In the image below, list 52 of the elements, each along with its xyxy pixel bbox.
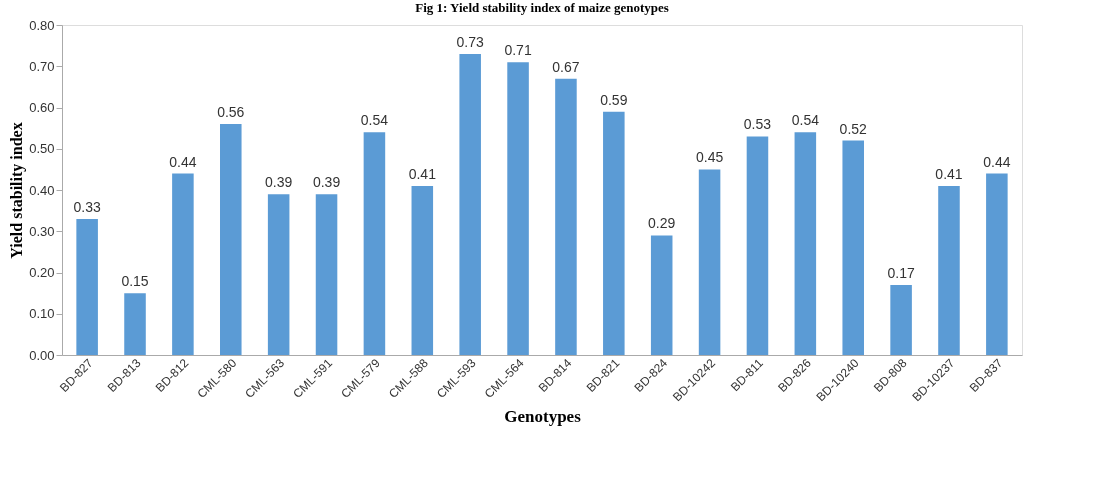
data-label: 0.39 <box>312 174 341 191</box>
bar <box>507 62 529 355</box>
bar <box>890 284 912 355</box>
bar <box>555 78 577 355</box>
bar <box>938 185 960 355</box>
bar <box>76 218 98 355</box>
data-label: 0.53 <box>743 116 772 133</box>
data-label: 0.71 <box>504 42 532 59</box>
data-label: 0.15 <box>121 273 149 290</box>
bar <box>842 140 864 355</box>
data-label: 0.54 <box>360 112 389 129</box>
y-tick-label: 0.20 <box>29 265 55 280</box>
data-label: 0.59 <box>600 91 628 108</box>
y-tick-label: 0.10 <box>29 306 55 322</box>
data-label: 0.45 <box>695 149 724 166</box>
data-label: 0.56 <box>217 104 245 120</box>
y-tick-label: 0.80 <box>29 17 55 33</box>
bar <box>124 293 146 355</box>
data-label: 0.44 <box>169 153 197 170</box>
y-axis-title: Yield stability index <box>8 122 27 259</box>
data-label: 0.67 <box>552 58 580 75</box>
bar <box>459 53 481 355</box>
bar <box>220 124 242 355</box>
bar <box>363 132 386 355</box>
bar <box>315 194 338 355</box>
y-tick-label: 0.00 <box>29 347 55 363</box>
x-axis-title: Genotypes <box>504 407 582 427</box>
data-label: 0.73 <box>456 33 485 50</box>
y-tick-label: 0.30 <box>29 223 55 239</box>
bar <box>603 111 625 355</box>
data-label: 0.41 <box>408 165 437 182</box>
y-tick-label: 0.70 <box>29 58 55 74</box>
bar <box>172 173 194 355</box>
data-label: 0.41 <box>935 165 963 182</box>
data-label: 0.52 <box>839 120 868 137</box>
y-tick-label: 0.40 <box>29 182 55 198</box>
y-tick-label: 0.50 <box>29 141 55 157</box>
data-label: 0.39 <box>265 174 293 191</box>
bar <box>986 173 1008 355</box>
data-label: 0.44 <box>983 153 1011 170</box>
bar <box>411 185 434 355</box>
bar <box>746 136 769 355</box>
data-label: 0.29 <box>648 215 676 232</box>
bar <box>698 169 721 355</box>
chart-title: Fig 1: Yield stability index of maize genotypes <box>415 0 669 15</box>
bar <box>794 132 817 355</box>
data-label: 0.54 <box>791 112 820 129</box>
bar <box>650 235 673 355</box>
data-label: 0.33 <box>73 198 101 215</box>
y-tick-label: 0.60 <box>29 100 55 115</box>
data-label: 0.17 <box>887 264 915 281</box>
bar <box>267 194 290 355</box>
